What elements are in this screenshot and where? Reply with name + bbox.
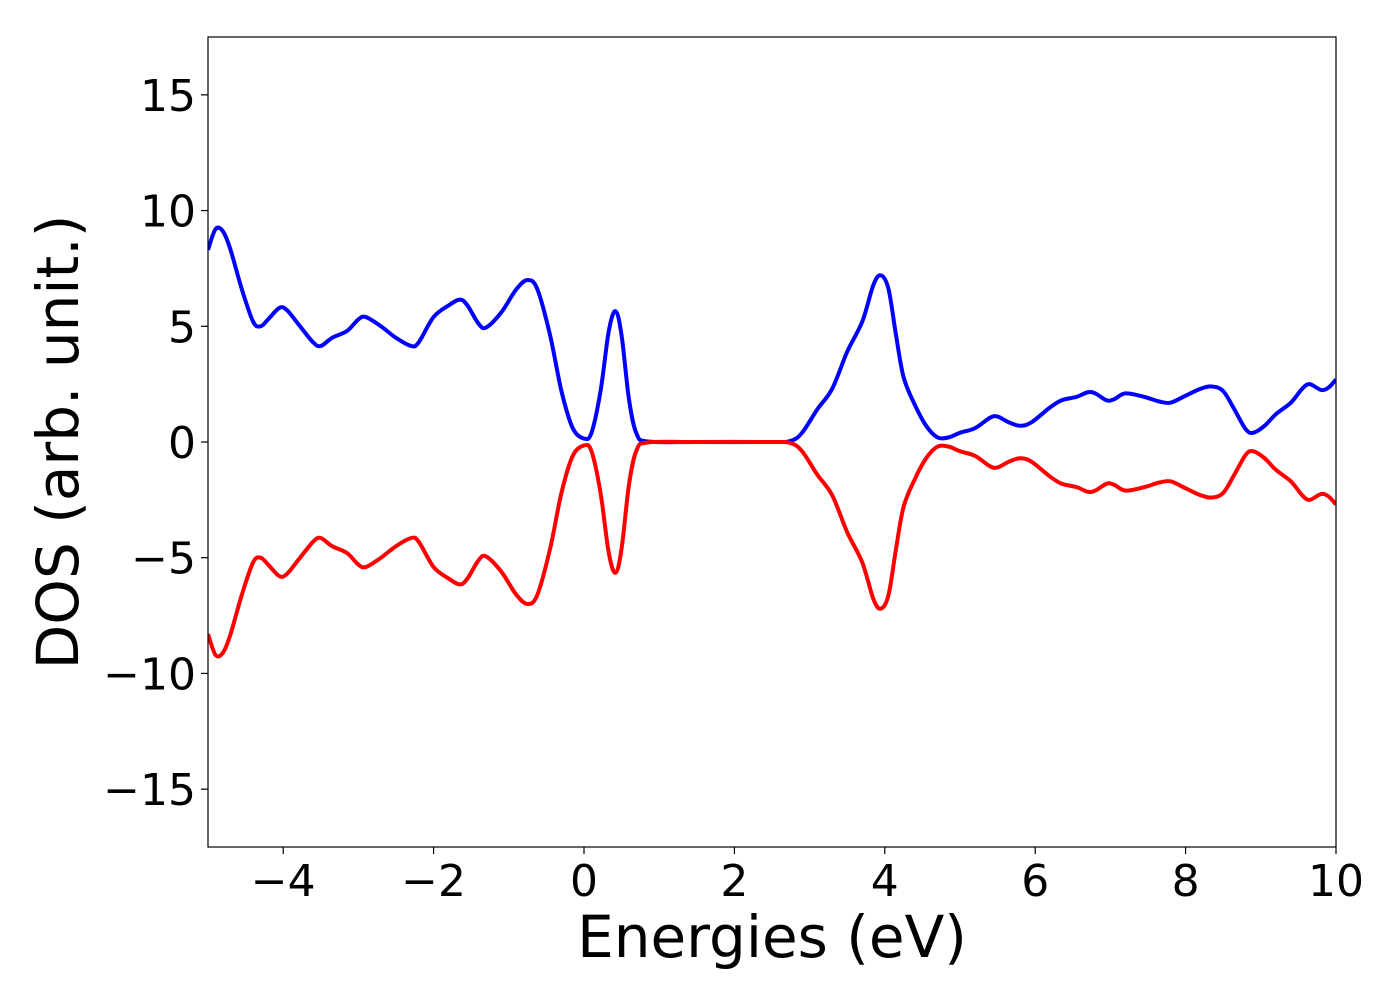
x-tick-label: 4 bbox=[871, 856, 899, 907]
series-line-1 bbox=[208, 439, 1336, 659]
x-tick-label: 8 bbox=[1172, 856, 1200, 907]
y-tick-label: −5 bbox=[131, 534, 196, 585]
y-tick-label: 0 bbox=[168, 418, 196, 469]
x-tick-label: 10 bbox=[1308, 856, 1364, 907]
x-tick-label: 6 bbox=[1021, 856, 1049, 907]
y-tick-label: 15 bbox=[140, 71, 196, 122]
series-layer bbox=[208, 225, 1336, 659]
plot-area: −4 −2 0 2 4 6 8 10 15 10 5 0 −5 −10 −15 bbox=[103, 36, 1364, 907]
x-axis-title: Energies (eV) bbox=[577, 903, 967, 971]
y-tick-label: 5 bbox=[168, 302, 196, 353]
y-axis-title: DOS (arb. unit.) bbox=[24, 215, 92, 670]
x-axis: −4 −2 0 2 4 6 8 10 bbox=[251, 847, 1364, 907]
y-tick-label: −15 bbox=[103, 765, 196, 816]
x-tick-label: 2 bbox=[720, 856, 748, 907]
x-tick-label: 0 bbox=[570, 856, 598, 907]
x-tick-label: −2 bbox=[401, 856, 466, 907]
y-axis: 15 10 5 0 −5 −10 −15 bbox=[103, 71, 208, 816]
y-tick-label: −10 bbox=[103, 649, 196, 700]
series-line-0 bbox=[208, 225, 1336, 445]
y-tick-label: 10 bbox=[140, 187, 196, 238]
x-tick-label: −4 bbox=[251, 856, 316, 907]
